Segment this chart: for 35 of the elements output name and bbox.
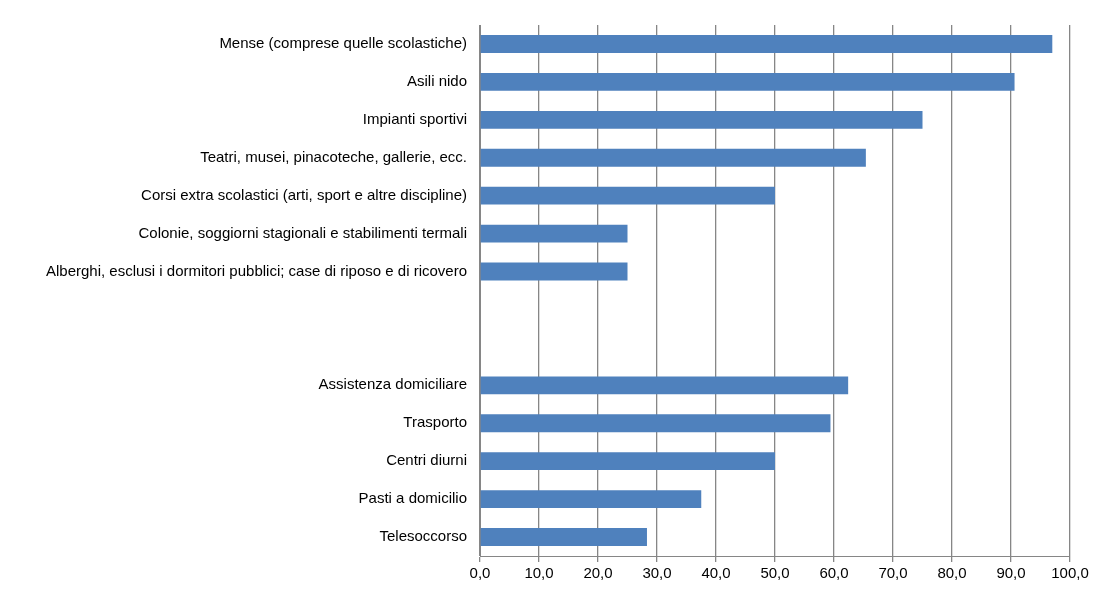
x-tick-label: 80,0: [937, 564, 967, 582]
x-tick-label: 90,0: [996, 564, 1026, 582]
bar: [480, 186, 775, 205]
x-tick-label: 10,0: [524, 564, 554, 582]
x-tick-label: 50,0: [760, 564, 790, 582]
x-tick-label: 30,0: [642, 564, 672, 582]
y-tick-label: Assistenza domiciliare: [318, 375, 467, 393]
bar: [480, 35, 1053, 53]
x-tick-label: 100,0: [1051, 564, 1089, 582]
x-tick-label: 70,0: [878, 564, 908, 582]
y-tick-label: Alberghi, esclusi i dormitori pubblici; case di riposo e di ricovero: [45, 261, 467, 279]
y-tick-label: Impianti sportivi: [362, 109, 467, 127]
bar: [480, 72, 1015, 91]
bar: [480, 262, 628, 281]
y-tick-label: Centri diurni: [386, 451, 467, 469]
y-tick-label: Mense (comprese quelle scolastiche): [219, 34, 467, 52]
y-tick-label: Telesoccorso: [379, 527, 467, 545]
bar: [480, 110, 923, 129]
bar: [480, 376, 849, 395]
x-tick-label: 20,0: [583, 564, 613, 582]
bar: [480, 490, 702, 509]
y-tick-label: Teatri, musei, pinacoteche, gallerie, ecc.: [200, 147, 467, 165]
y-tick-label: Trasporto: [403, 413, 467, 431]
x-tick-label: 0,0: [469, 564, 491, 582]
x-tick-label: 40,0: [701, 564, 731, 582]
bar: [480, 224, 628, 243]
y-tick-label: Corsi extra scolastici (arti, sport e altre discipline): [141, 185, 467, 203]
y-tick-label: Asili nido: [406, 72, 467, 90]
bar: [480, 414, 831, 433]
bar: [480, 148, 866, 167]
y-tick-label: Colonie, soggiorni stagionali e stabilimenti termali: [138, 223, 467, 241]
y-tick-label: Pasti a domicilio: [358, 489, 467, 507]
x-tick-label: 60,0: [819, 564, 849, 582]
bar: [480, 452, 775, 471]
bar: [480, 528, 647, 546]
